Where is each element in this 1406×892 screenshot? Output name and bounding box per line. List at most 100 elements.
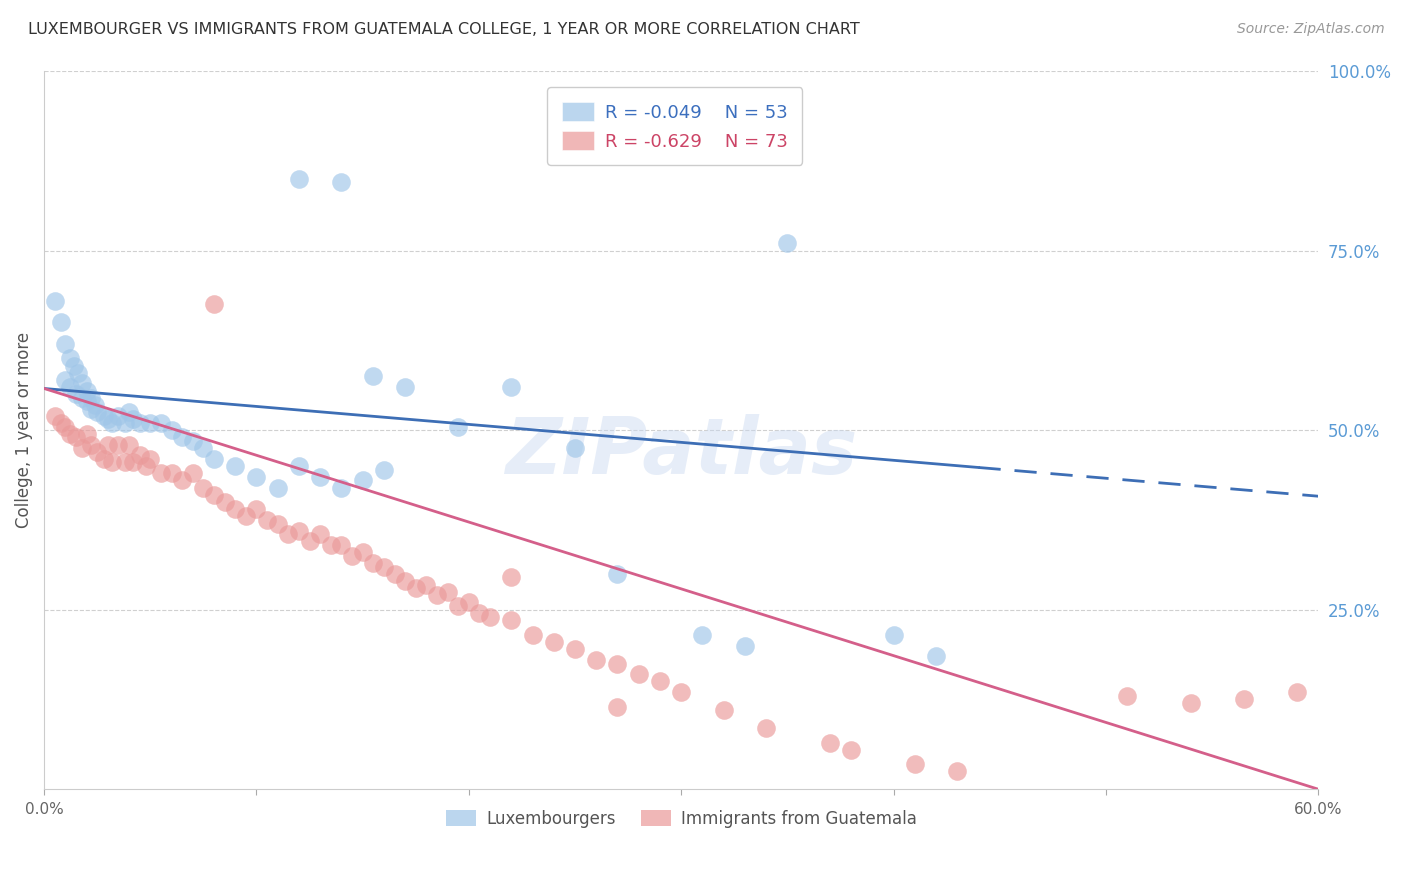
Point bbox=[53, 373, 76, 387]
Point bbox=[58, 380, 80, 394]
Point bbox=[80, 401, 103, 416]
Point bbox=[648, 674, 671, 689]
Point bbox=[76, 394, 98, 409]
Point bbox=[67, 366, 90, 380]
Point bbox=[76, 426, 98, 441]
Point bbox=[86, 444, 108, 458]
Point bbox=[479, 610, 502, 624]
Point bbox=[58, 351, 80, 366]
Point bbox=[373, 559, 395, 574]
Point bbox=[405, 581, 427, 595]
Point bbox=[288, 171, 311, 186]
Point bbox=[330, 175, 353, 189]
Point bbox=[501, 380, 523, 394]
Point bbox=[135, 458, 157, 473]
Point bbox=[946, 764, 969, 779]
Point bbox=[128, 448, 150, 462]
Point bbox=[114, 416, 136, 430]
Point bbox=[224, 458, 246, 473]
Point bbox=[606, 657, 628, 671]
Point bbox=[93, 409, 115, 423]
Point bbox=[436, 584, 458, 599]
Point bbox=[522, 628, 544, 642]
Point bbox=[193, 441, 215, 455]
Point bbox=[1233, 692, 1256, 706]
Point bbox=[149, 416, 172, 430]
Text: ZIPatlas: ZIPatlas bbox=[505, 414, 858, 490]
Point bbox=[93, 451, 115, 466]
Point bbox=[818, 735, 841, 749]
Point bbox=[101, 455, 124, 469]
Point bbox=[415, 577, 437, 591]
Point bbox=[80, 437, 103, 451]
Point bbox=[692, 628, 714, 642]
Point bbox=[128, 416, 150, 430]
Point bbox=[468, 607, 491, 621]
Point bbox=[394, 574, 416, 588]
Point bbox=[245, 502, 267, 516]
Point bbox=[44, 293, 66, 308]
Point bbox=[776, 236, 799, 251]
Point bbox=[202, 451, 225, 466]
Point bbox=[65, 430, 87, 444]
Legend: Luxembourgers, Immigrants from Guatemala: Luxembourgers, Immigrants from Guatemala bbox=[439, 804, 924, 835]
Point bbox=[49, 416, 72, 430]
Point bbox=[288, 458, 311, 473]
Point bbox=[352, 474, 374, 488]
Point bbox=[149, 467, 172, 481]
Point bbox=[202, 297, 225, 311]
Point bbox=[447, 419, 470, 434]
Point bbox=[925, 649, 948, 664]
Point bbox=[627, 667, 650, 681]
Text: LUXEMBOURGER VS IMMIGRANTS FROM GUATEMALA COLLEGE, 1 YEAR OR MORE CORRELATION CH: LUXEMBOURGER VS IMMIGRANTS FROM GUATEMAL… bbox=[28, 22, 860, 37]
Point bbox=[384, 566, 406, 581]
Point bbox=[181, 434, 204, 448]
Point bbox=[101, 416, 124, 430]
Point bbox=[172, 474, 194, 488]
Point bbox=[122, 412, 145, 426]
Point bbox=[361, 369, 384, 384]
Point bbox=[309, 470, 332, 484]
Point bbox=[330, 481, 353, 495]
Point bbox=[97, 437, 120, 451]
Point bbox=[501, 614, 523, 628]
Point bbox=[122, 455, 145, 469]
Point bbox=[277, 527, 299, 541]
Point bbox=[352, 545, 374, 559]
Point bbox=[734, 639, 756, 653]
Point bbox=[394, 380, 416, 394]
Point bbox=[457, 595, 479, 609]
Text: Source: ZipAtlas.com: Source: ZipAtlas.com bbox=[1237, 22, 1385, 37]
Point bbox=[447, 599, 470, 613]
Point bbox=[839, 742, 862, 756]
Point bbox=[373, 463, 395, 477]
Y-axis label: College, 1 year or more: College, 1 year or more bbox=[15, 332, 32, 528]
Point bbox=[53, 337, 76, 351]
Point bbox=[58, 426, 80, 441]
Point bbox=[72, 376, 94, 391]
Point bbox=[564, 642, 586, 657]
Point bbox=[63, 359, 86, 373]
Point bbox=[669, 685, 692, 699]
Point bbox=[160, 423, 183, 437]
Point bbox=[80, 391, 103, 405]
Point bbox=[84, 398, 107, 412]
Point bbox=[53, 419, 76, 434]
Point bbox=[76, 384, 98, 398]
Point bbox=[118, 437, 141, 451]
Point bbox=[245, 470, 267, 484]
Point bbox=[256, 513, 278, 527]
Point bbox=[426, 588, 449, 602]
Point bbox=[288, 524, 311, 538]
Point bbox=[319, 538, 342, 552]
Point bbox=[44, 409, 66, 423]
Point bbox=[107, 437, 129, 451]
Point bbox=[298, 534, 321, 549]
Point bbox=[235, 509, 257, 524]
Point bbox=[340, 549, 363, 563]
Point bbox=[114, 455, 136, 469]
Point bbox=[160, 467, 183, 481]
Point bbox=[330, 538, 353, 552]
Point bbox=[65, 387, 87, 401]
Point bbox=[606, 699, 628, 714]
